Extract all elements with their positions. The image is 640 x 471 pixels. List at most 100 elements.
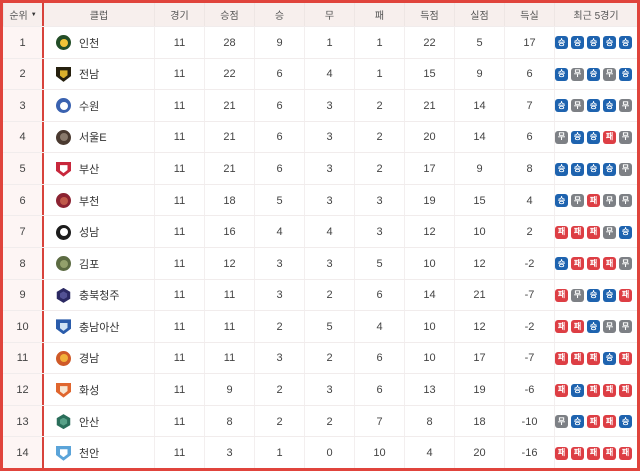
club-cell[interactable]: 화성 bbox=[42, 374, 154, 406]
club-name: 전남 bbox=[79, 69, 100, 82]
recent-result-badge: 승 bbox=[555, 162, 568, 176]
stat-gd: 6 bbox=[504, 58, 554, 91]
stat-ga: 9 bbox=[454, 153, 504, 185]
stat-gd: -7 bbox=[504, 342, 554, 375]
club-cell[interactable]: 성남 bbox=[42, 216, 154, 248]
recent-result-badge: 승 bbox=[619, 415, 632, 429]
stat-ga: 5 bbox=[454, 27, 504, 59]
club-cell[interactable]: 안산 bbox=[42, 405, 154, 438]
recent-result-badge: 패 bbox=[603, 415, 616, 429]
stat-gd: 7 bbox=[504, 90, 554, 122]
stat-l: 2 bbox=[354, 153, 404, 185]
recent-result-badge: 패 bbox=[555, 225, 568, 239]
club-name: 부산 bbox=[79, 164, 100, 177]
club-cell[interactable]: 서울E bbox=[42, 121, 154, 154]
stat-ga: 10 bbox=[454, 216, 504, 248]
stat-gp: 11 bbox=[154, 58, 204, 91]
stat-gp: 11 bbox=[154, 342, 204, 375]
club-crest-icon bbox=[56, 161, 71, 177]
club-cell[interactable]: 경남 bbox=[42, 342, 154, 375]
club-name: 성남 bbox=[79, 227, 100, 240]
club-cell[interactable]: 김포 bbox=[42, 247, 154, 280]
recent-result-badge: 패 bbox=[603, 383, 616, 397]
club-cell[interactable]: 천안 bbox=[42, 437, 154, 468]
header-rank[interactable]: 순위 ▼ bbox=[3, 3, 42, 26]
rank-cell: 1 bbox=[3, 27, 42, 59]
recent-result-badge: 패 bbox=[587, 257, 600, 271]
stat-d: 3 bbox=[304, 247, 354, 280]
recent-result-badge: 패 bbox=[587, 446, 600, 460]
recent-result-badge: 패 bbox=[555, 320, 568, 334]
recent-result-badge: 패 bbox=[603, 446, 616, 460]
stat-ga: 19 bbox=[454, 374, 504, 406]
club-cell[interactable]: 충남아산 bbox=[42, 311, 154, 343]
recent-result-badge: 패 bbox=[571, 446, 584, 460]
stat-l: 2 bbox=[354, 90, 404, 122]
club-name: 수원 bbox=[79, 100, 100, 113]
stat-w: 3 bbox=[254, 279, 304, 312]
stat-w: 6 bbox=[254, 121, 304, 154]
stat-gd: 8 bbox=[504, 153, 554, 185]
stat-gp: 11 bbox=[154, 184, 204, 217]
recent-result-badge: 무 bbox=[571, 67, 584, 81]
recent-result-badge: 승 bbox=[603, 99, 616, 113]
club-crest-icon bbox=[56, 224, 71, 240]
recent-result-badge: 패 bbox=[555, 288, 568, 302]
stat-ga: 20 bbox=[454, 437, 504, 468]
recent-result-badge: 무 bbox=[619, 162, 632, 176]
stat-pts: 21 bbox=[204, 153, 254, 185]
club-cell[interactable]: 부산 bbox=[42, 153, 154, 185]
stat-gf: 10 bbox=[404, 342, 454, 375]
recent-result-badge: 승 bbox=[555, 36, 568, 50]
recent-result-badge: 무 bbox=[603, 194, 616, 208]
stat-pts: 21 bbox=[204, 121, 254, 154]
club-name: 경남 bbox=[79, 353, 100, 366]
stat-gp: 11 bbox=[154, 27, 204, 59]
club-cell[interactable]: 충북청주 bbox=[42, 279, 154, 312]
club-crest-icon bbox=[56, 66, 71, 82]
club-cell[interactable]: 수원 bbox=[42, 90, 154, 122]
stat-pts: 16 bbox=[204, 216, 254, 248]
stat-pts: 9 bbox=[204, 374, 254, 406]
stat-d: 2 bbox=[304, 342, 354, 375]
recent-result-badge: 승 bbox=[587, 99, 600, 113]
stat-gp: 11 bbox=[154, 311, 204, 343]
stat-gp: 11 bbox=[154, 437, 204, 468]
club-name: 부천 bbox=[79, 195, 100, 208]
recent-result-badge: 패 bbox=[619, 351, 632, 365]
stat-ga: 18 bbox=[454, 405, 504, 438]
stat-gf: 14 bbox=[404, 279, 454, 312]
recent-result-badge: 승 bbox=[587, 130, 600, 144]
stat-gf: 4 bbox=[404, 437, 454, 468]
recent-result-badge: 무 bbox=[619, 130, 632, 144]
club-name: 충남아산 bbox=[79, 321, 120, 334]
club-cell[interactable]: 부천 bbox=[42, 184, 154, 217]
club-crest-icon bbox=[56, 35, 71, 51]
recent-result-badge: 무 bbox=[619, 99, 632, 113]
recent-result-badge: 무 bbox=[571, 194, 584, 208]
header-goal-diff: 득실 bbox=[504, 3, 554, 26]
stat-gp: 11 bbox=[154, 247, 204, 280]
recent-result-badge: 승 bbox=[555, 257, 568, 271]
club-crest-icon bbox=[56, 319, 71, 335]
header-wins: 승 bbox=[254, 3, 304, 26]
recent-result-badge: 패 bbox=[571, 225, 584, 239]
club-cell[interactable]: 전남 bbox=[42, 58, 154, 91]
recent-result-badge: 승 bbox=[571, 130, 584, 144]
recent-result-badge: 패 bbox=[555, 383, 568, 397]
club-crest-icon bbox=[56, 350, 71, 366]
recent-result-badge: 무 bbox=[555, 415, 568, 429]
stat-ga: 12 bbox=[454, 311, 504, 343]
club-crest-icon bbox=[56, 193, 71, 209]
club-cell[interactable]: 인천 bbox=[42, 27, 154, 59]
stat-gd: 6 bbox=[504, 121, 554, 154]
stat-gf: 8 bbox=[404, 405, 454, 438]
stat-l: 2 bbox=[354, 121, 404, 154]
